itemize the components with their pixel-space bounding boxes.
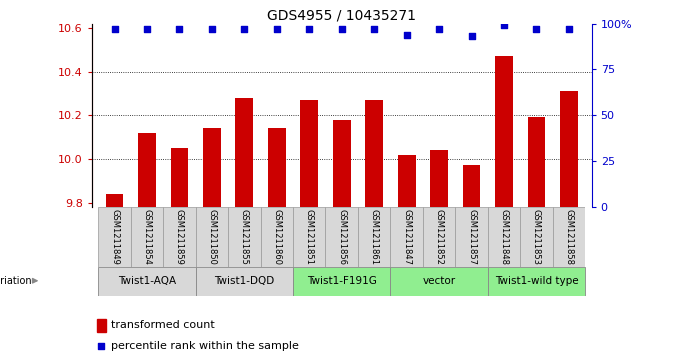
Bar	[171, 148, 188, 207]
Bar	[301, 100, 318, 207]
Text: transformed count: transformed count	[111, 320, 215, 330]
Point	[369, 26, 379, 32]
Bar	[456, 207, 488, 267]
Point	[564, 26, 575, 32]
Bar	[196, 207, 228, 267]
Bar	[560, 91, 578, 207]
Text: GSM1211850: GSM1211850	[207, 209, 216, 265]
Point	[207, 26, 218, 32]
Bar	[203, 129, 221, 207]
Text: GSM1211853: GSM1211853	[532, 209, 541, 265]
Bar	[138, 133, 156, 207]
Bar	[131, 207, 163, 267]
Text: GSM1211849: GSM1211849	[110, 209, 119, 265]
Bar	[260, 207, 293, 267]
Point	[96, 343, 107, 349]
Bar	[268, 129, 286, 207]
Text: GSM1211861: GSM1211861	[370, 209, 379, 265]
Bar	[423, 207, 456, 267]
Point	[109, 26, 120, 32]
Point	[498, 23, 509, 28]
Text: percentile rank within the sample: percentile rank within the sample	[111, 341, 299, 351]
Bar	[488, 207, 520, 267]
Bar	[430, 150, 448, 207]
Text: Twist1-wild type: Twist1-wild type	[494, 276, 578, 286]
Text: GSM1211858: GSM1211858	[564, 209, 573, 265]
Point	[434, 26, 445, 32]
Bar	[99, 267, 196, 296]
Bar	[390, 267, 488, 296]
Bar	[398, 155, 415, 207]
Bar	[462, 166, 481, 207]
Bar	[528, 118, 545, 207]
Bar	[520, 207, 553, 267]
Point	[271, 26, 282, 32]
Bar	[163, 207, 196, 267]
Bar	[495, 56, 513, 207]
Text: vector: vector	[422, 276, 456, 286]
Bar	[235, 98, 253, 207]
Bar	[97, 319, 106, 332]
Bar	[553, 207, 585, 267]
Text: Twist1-DQD: Twist1-DQD	[214, 276, 275, 286]
Text: GSM1211851: GSM1211851	[305, 209, 313, 265]
Point	[141, 26, 152, 32]
Bar	[333, 120, 351, 207]
Point	[401, 32, 412, 37]
Point	[531, 26, 542, 32]
Text: genotype/variation: genotype/variation	[0, 276, 32, 286]
Text: GSM1211854: GSM1211854	[143, 209, 152, 265]
Point	[466, 33, 477, 39]
Text: GSM1211847: GSM1211847	[402, 209, 411, 265]
Bar	[488, 267, 585, 296]
Title: GDS4955 / 10435271: GDS4955 / 10435271	[267, 8, 416, 23]
Bar	[196, 267, 293, 296]
Point	[174, 26, 185, 32]
Bar	[293, 267, 390, 296]
Text: Twist1-F191G: Twist1-F191G	[307, 276, 377, 286]
Bar	[293, 207, 326, 267]
Bar	[585, 207, 592, 267]
Point	[337, 26, 347, 32]
Text: GSM1211848: GSM1211848	[500, 209, 509, 265]
Bar	[99, 207, 131, 267]
Point	[239, 26, 250, 32]
Text: GSM1211860: GSM1211860	[272, 209, 282, 265]
Text: GSM1211855: GSM1211855	[240, 209, 249, 265]
Bar	[228, 207, 260, 267]
Bar	[390, 207, 423, 267]
Text: GSM1211852: GSM1211852	[435, 209, 443, 265]
Bar	[358, 207, 390, 267]
Bar	[105, 194, 124, 207]
Text: GSM1211856: GSM1211856	[337, 209, 346, 265]
Text: Twist1-AQA: Twist1-AQA	[118, 276, 176, 286]
Point	[304, 26, 315, 32]
Text: GSM1211857: GSM1211857	[467, 209, 476, 265]
Bar	[365, 100, 383, 207]
Text: GSM1211859: GSM1211859	[175, 209, 184, 265]
Bar	[326, 207, 358, 267]
